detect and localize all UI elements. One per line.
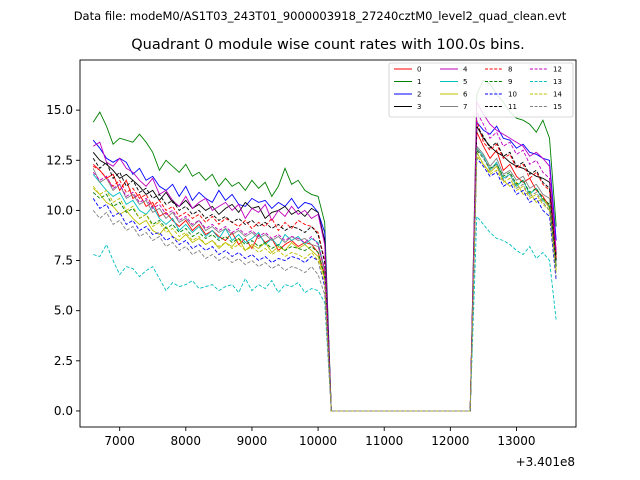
y-tick-label: 15.0 — [46, 103, 73, 117]
legend-label-10: 10 — [508, 91, 517, 99]
legend-label-9: 9 — [508, 78, 512, 86]
chart-title: Quadrant 0 module wise count rates with … — [131, 37, 525, 53]
y-tick-label: 0.0 — [54, 404, 73, 418]
series-line-10 — [92, 157, 557, 412]
y-tick-label: 7.5 — [54, 254, 73, 268]
legend-label-14: 14 — [553, 91, 562, 99]
y-tick-label: 5.0 — [54, 304, 73, 318]
legend-label-7: 7 — [463, 103, 467, 111]
x-tick-label: 9000 — [237, 434, 268, 448]
legend-label-0: 0 — [417, 66, 421, 74]
data-file-suptitle: Data file: modeM0/AS1T03_243T01_90000039… — [74, 9, 567, 23]
legend-label-6: 6 — [463, 91, 468, 99]
legend-label-13: 13 — [553, 78, 562, 86]
series-line-2 — [92, 120, 557, 412]
x-offset-label: +3.401e8 — [516, 455, 575, 469]
series-line-9 — [92, 148, 557, 412]
series-line-4 — [92, 100, 557, 412]
legend-label-11: 11 — [508, 103, 517, 111]
legend-label-4: 4 — [463, 66, 468, 74]
series-line-15 — [92, 146, 557, 412]
x-tick-label: 11000 — [365, 434, 403, 448]
y-tick-label: 2.5 — [54, 354, 73, 368]
y-tick-label: 12.5 — [46, 153, 73, 167]
x-tick-label: 7000 — [104, 434, 135, 448]
series-line-13 — [93, 215, 557, 412]
legend-label-12: 12 — [553, 66, 562, 74]
legend-box — [388, 62, 574, 118]
series-line-14 — [92, 155, 557, 412]
legend-label-3: 3 — [417, 103, 421, 111]
series-line-11 — [92, 124, 557, 412]
legend-label-8: 8 — [508, 66, 512, 74]
x-tick-label: 13000 — [497, 434, 535, 448]
legend-label-1: 1 — [417, 78, 421, 86]
legend-label-15: 15 — [553, 103, 562, 111]
series-line-8 — [92, 120, 557, 412]
plot-area: 7000 8000 9000 10000 11000 12000 13000 0.0 2.5 5.… — [46, 59, 577, 448]
x-tick-label: 10000 — [299, 434, 337, 448]
x-tick-label: 12000 — [431, 434, 469, 448]
legend-label-5: 5 — [463, 78, 467, 86]
y-tick-label: 10.0 — [46, 203, 73, 217]
axes-frame — [79, 59, 577, 428]
legend-label-2: 2 — [417, 91, 421, 99]
x-tick-label: 8000 — [171, 434, 202, 448]
